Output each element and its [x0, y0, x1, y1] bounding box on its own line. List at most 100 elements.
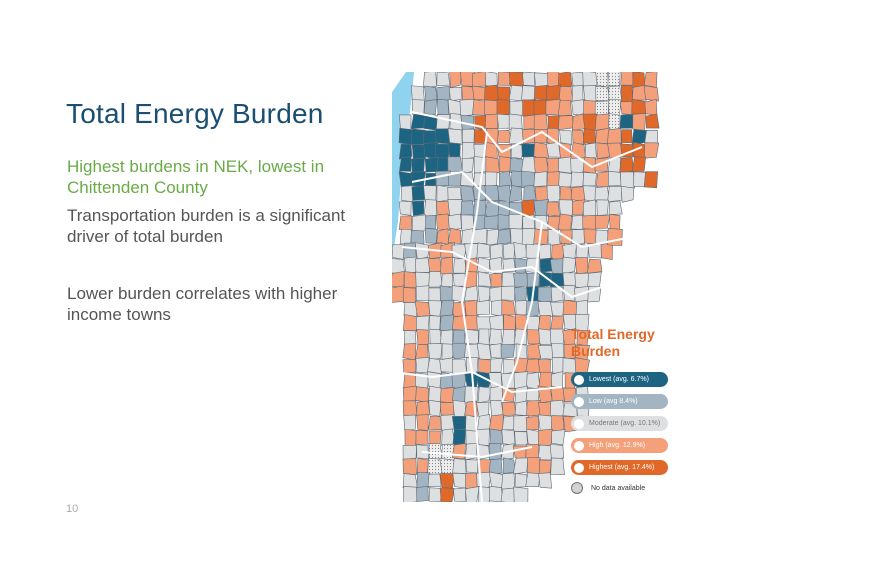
- town-region: [500, 343, 516, 359]
- town-region: [571, 72, 585, 88]
- town-region: [582, 128, 596, 144]
- legend-item-low: Low (avg 8.4%): [571, 394, 668, 409]
- town-region: [558, 115, 574, 131]
- slide-subtitle: Highest burdens in NEK, lowest in Chitte…: [67, 157, 325, 197]
- town-region: [439, 473, 456, 489]
- town-region: [452, 329, 466, 346]
- town-region: [512, 457, 529, 475]
- town-region: [550, 457, 565, 475]
- slide-title: Total Energy Burden: [66, 98, 324, 129]
- town-region: [402, 445, 418, 460]
- town-region: [558, 85, 574, 103]
- town-region: [411, 200, 425, 217]
- town-region: [398, 143, 413, 160]
- town-region: [398, 114, 412, 131]
- town-region: [537, 414, 554, 431]
- town-region: [414, 301, 431, 317]
- county-boundary: [411, 170, 633, 249]
- town-region: [464, 486, 480, 502]
- town-region: [551, 371, 564, 388]
- town-region: [500, 487, 516, 502]
- town-region: [533, 171, 548, 187]
- town-region: [476, 342, 492, 360]
- town-region: [447, 128, 463, 145]
- town-region: [571, 85, 584, 103]
- town-region: [572, 129, 585, 145]
- town-region: [545, 99, 561, 116]
- town-region: [452, 258, 467, 274]
- county-boundary: [460, 131, 488, 502]
- town-region: [461, 185, 476, 203]
- town-region: [533, 113, 549, 131]
- town-region: [440, 329, 454, 346]
- town-region: [403, 414, 417, 432]
- town-region: [584, 142, 597, 159]
- town-region: [488, 443, 502, 460]
- town-region: [428, 415, 442, 431]
- town-region: [402, 314, 418, 332]
- town-region: [514, 385, 528, 404]
- town-region: [424, 85, 438, 102]
- town-region: [538, 328, 552, 346]
- town-region: [538, 371, 553, 388]
- town-region: [525, 472, 541, 487]
- town-region: [596, 199, 609, 217]
- legend-dot-icon: [574, 440, 584, 451]
- town-region: [471, 85, 487, 100]
- town-region: [464, 385, 479, 404]
- town-region: [537, 428, 554, 447]
- town-region: [545, 84, 561, 101]
- town-region: [498, 170, 513, 187]
- town-region: [496, 228, 512, 246]
- town-region: [644, 98, 658, 116]
- town-region: [501, 429, 516, 446]
- town-region: [452, 472, 468, 489]
- town-region: [533, 199, 549, 218]
- town-region: [410, 114, 427, 130]
- town-region: [571, 199, 586, 216]
- town-region: [523, 185, 537, 202]
- town-region: [488, 414, 504, 431]
- town-region: [452, 399, 467, 418]
- town-region: [501, 299, 516, 316]
- town-region: [643, 72, 658, 88]
- town-region: [462, 128, 475, 144]
- town-region: [416, 400, 431, 416]
- town-region: [537, 315, 551, 332]
- town-region: [415, 344, 429, 360]
- town-region: [620, 72, 634, 86]
- legend-item-no-data: No data available: [571, 482, 681, 494]
- town-region: [502, 242, 516, 259]
- town-region: [546, 201, 560, 217]
- town-region: [620, 185, 635, 203]
- town-region: [496, 99, 510, 116]
- town-region: [570, 171, 584, 188]
- town-region: [488, 486, 504, 502]
- town-region: [399, 156, 412, 172]
- town-region: [582, 113, 598, 131]
- town-region: [423, 199, 438, 217]
- town-region: [608, 85, 623, 102]
- town-region: [526, 329, 541, 345]
- town-region: [522, 72, 536, 86]
- town-region: [523, 114, 536, 130]
- town-region: [452, 458, 467, 474]
- town-region: [402, 287, 416, 304]
- town-region: [596, 142, 610, 160]
- town-region: [415, 315, 430, 332]
- town-region: [510, 228, 524, 246]
- town-region: [537, 301, 553, 318]
- legend-title: Total Energy Burden: [571, 326, 655, 359]
- town-region: [533, 156, 550, 174]
- town-region: [620, 171, 635, 189]
- town-region: [402, 342, 417, 361]
- town-region: [489, 357, 503, 373]
- town-region: [472, 199, 487, 217]
- body-point-income: Lower burden correlates with higher inco…: [67, 284, 338, 324]
- town-region: [546, 185, 561, 203]
- legend-item-highest: Highest (avg. 17.4%): [571, 460, 668, 475]
- town-region: [526, 428, 541, 447]
- town-region: [631, 98, 647, 115]
- town-region: [562, 256, 577, 275]
- town-region: [439, 457, 455, 475]
